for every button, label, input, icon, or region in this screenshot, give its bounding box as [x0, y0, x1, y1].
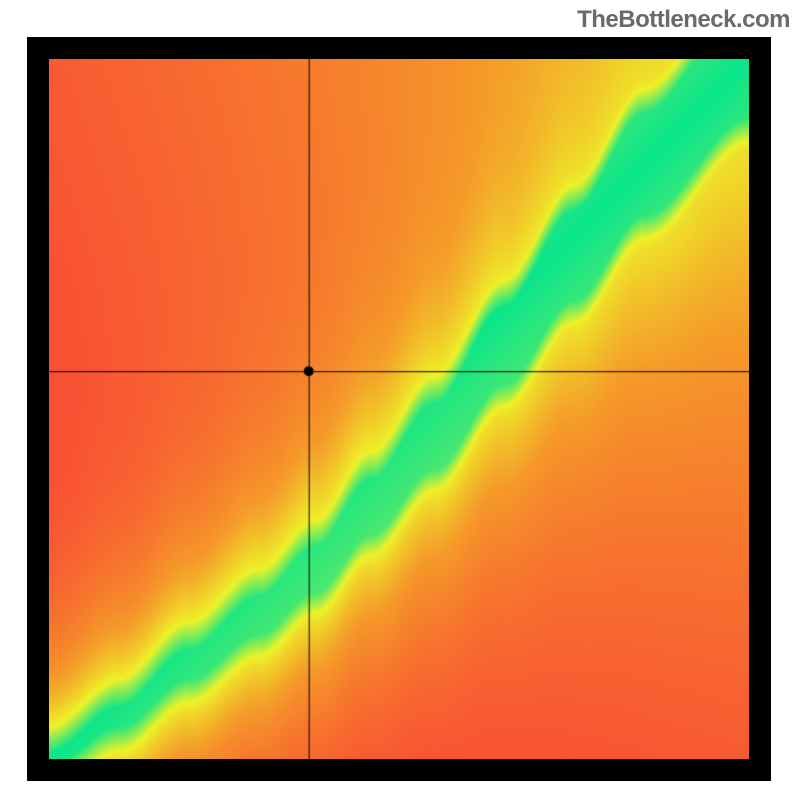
plot-frame [27, 37, 771, 781]
watermark-text: TheBottleneck.com [577, 6, 790, 34]
chart-container: TheBottleneck.com [0, 0, 800, 800]
bottleneck-heatmap [49, 59, 749, 759]
